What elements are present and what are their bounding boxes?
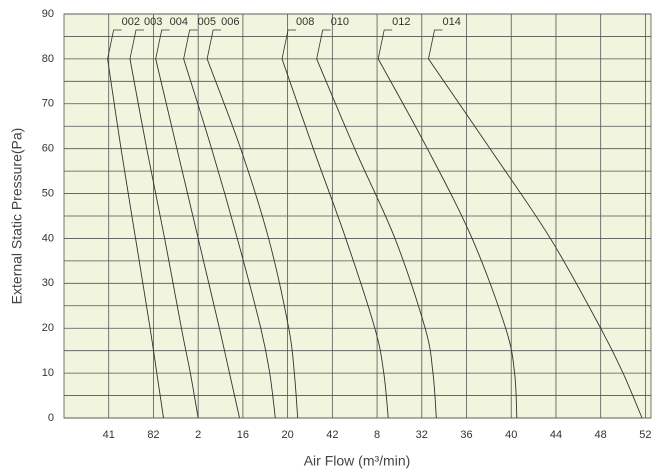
curve-label: 010	[331, 16, 349, 28]
label-leader	[316, 29, 331, 59]
x-tick-label: 52	[639, 429, 651, 441]
y-tick-label: 70	[42, 98, 54, 110]
curve-label: 005	[198, 16, 216, 28]
curve-label: 012	[392, 16, 410, 28]
label-leader	[281, 29, 297, 59]
x-tick-label: 41	[103, 429, 115, 441]
curve-label: 006	[221, 16, 239, 28]
x-tick-label: 40	[505, 429, 517, 441]
x-tick-label: 44	[550, 429, 562, 441]
fan-curve	[155, 58, 240, 419]
fan-curve	[107, 58, 164, 419]
y-tick-label: 10	[42, 367, 54, 379]
label-leader	[155, 29, 170, 59]
label-leader	[428, 29, 443, 59]
fan-curve	[377, 58, 518, 419]
x-axis-title: Air Flow (m³/min)	[304, 453, 411, 469]
y-tick-label: 60	[42, 143, 54, 155]
label-leader	[107, 29, 122, 59]
x-tick-label: 36	[460, 429, 472, 441]
y-tick-label: 40	[42, 232, 54, 244]
label-leader	[377, 29, 393, 59]
curve-label: 003	[144, 16, 162, 28]
curve-label: 002	[122, 16, 140, 28]
x-tick-label: 8	[374, 429, 380, 441]
y-tick-label: 0	[48, 412, 54, 424]
y-axis-title: External Static Pressure(Pa)	[9, 128, 25, 305]
y-tick-label: 80	[42, 53, 54, 65]
fan-curve	[281, 58, 389, 419]
fan-curve	[428, 58, 643, 419]
fan-curve	[129, 58, 199, 419]
curve-label: 004	[170, 16, 188, 28]
y-tick-label: 20	[42, 322, 54, 334]
curve-label: 008	[296, 16, 314, 28]
x-tick-label: 20	[281, 429, 293, 441]
fan-curve	[183, 58, 276, 419]
y-tick-label: 90	[42, 8, 54, 20]
x-tick-label: 82	[147, 429, 159, 441]
fan-curve	[206, 58, 299, 419]
x-tick-label: 42	[326, 429, 338, 441]
label-leader	[206, 29, 222, 59]
x-tick-label: 32	[416, 429, 428, 441]
y-tick-label: 50	[42, 187, 54, 199]
x-tick-label: 48	[595, 429, 607, 441]
y-tick-label: 30	[42, 277, 54, 289]
curve-label: 014	[442, 16, 460, 28]
label-leader	[183, 29, 198, 59]
label-leader	[129, 29, 144, 59]
x-tick-label: 2	[195, 429, 201, 441]
x-tick-label: 16	[237, 429, 249, 441]
fan-curve	[316, 58, 437, 419]
